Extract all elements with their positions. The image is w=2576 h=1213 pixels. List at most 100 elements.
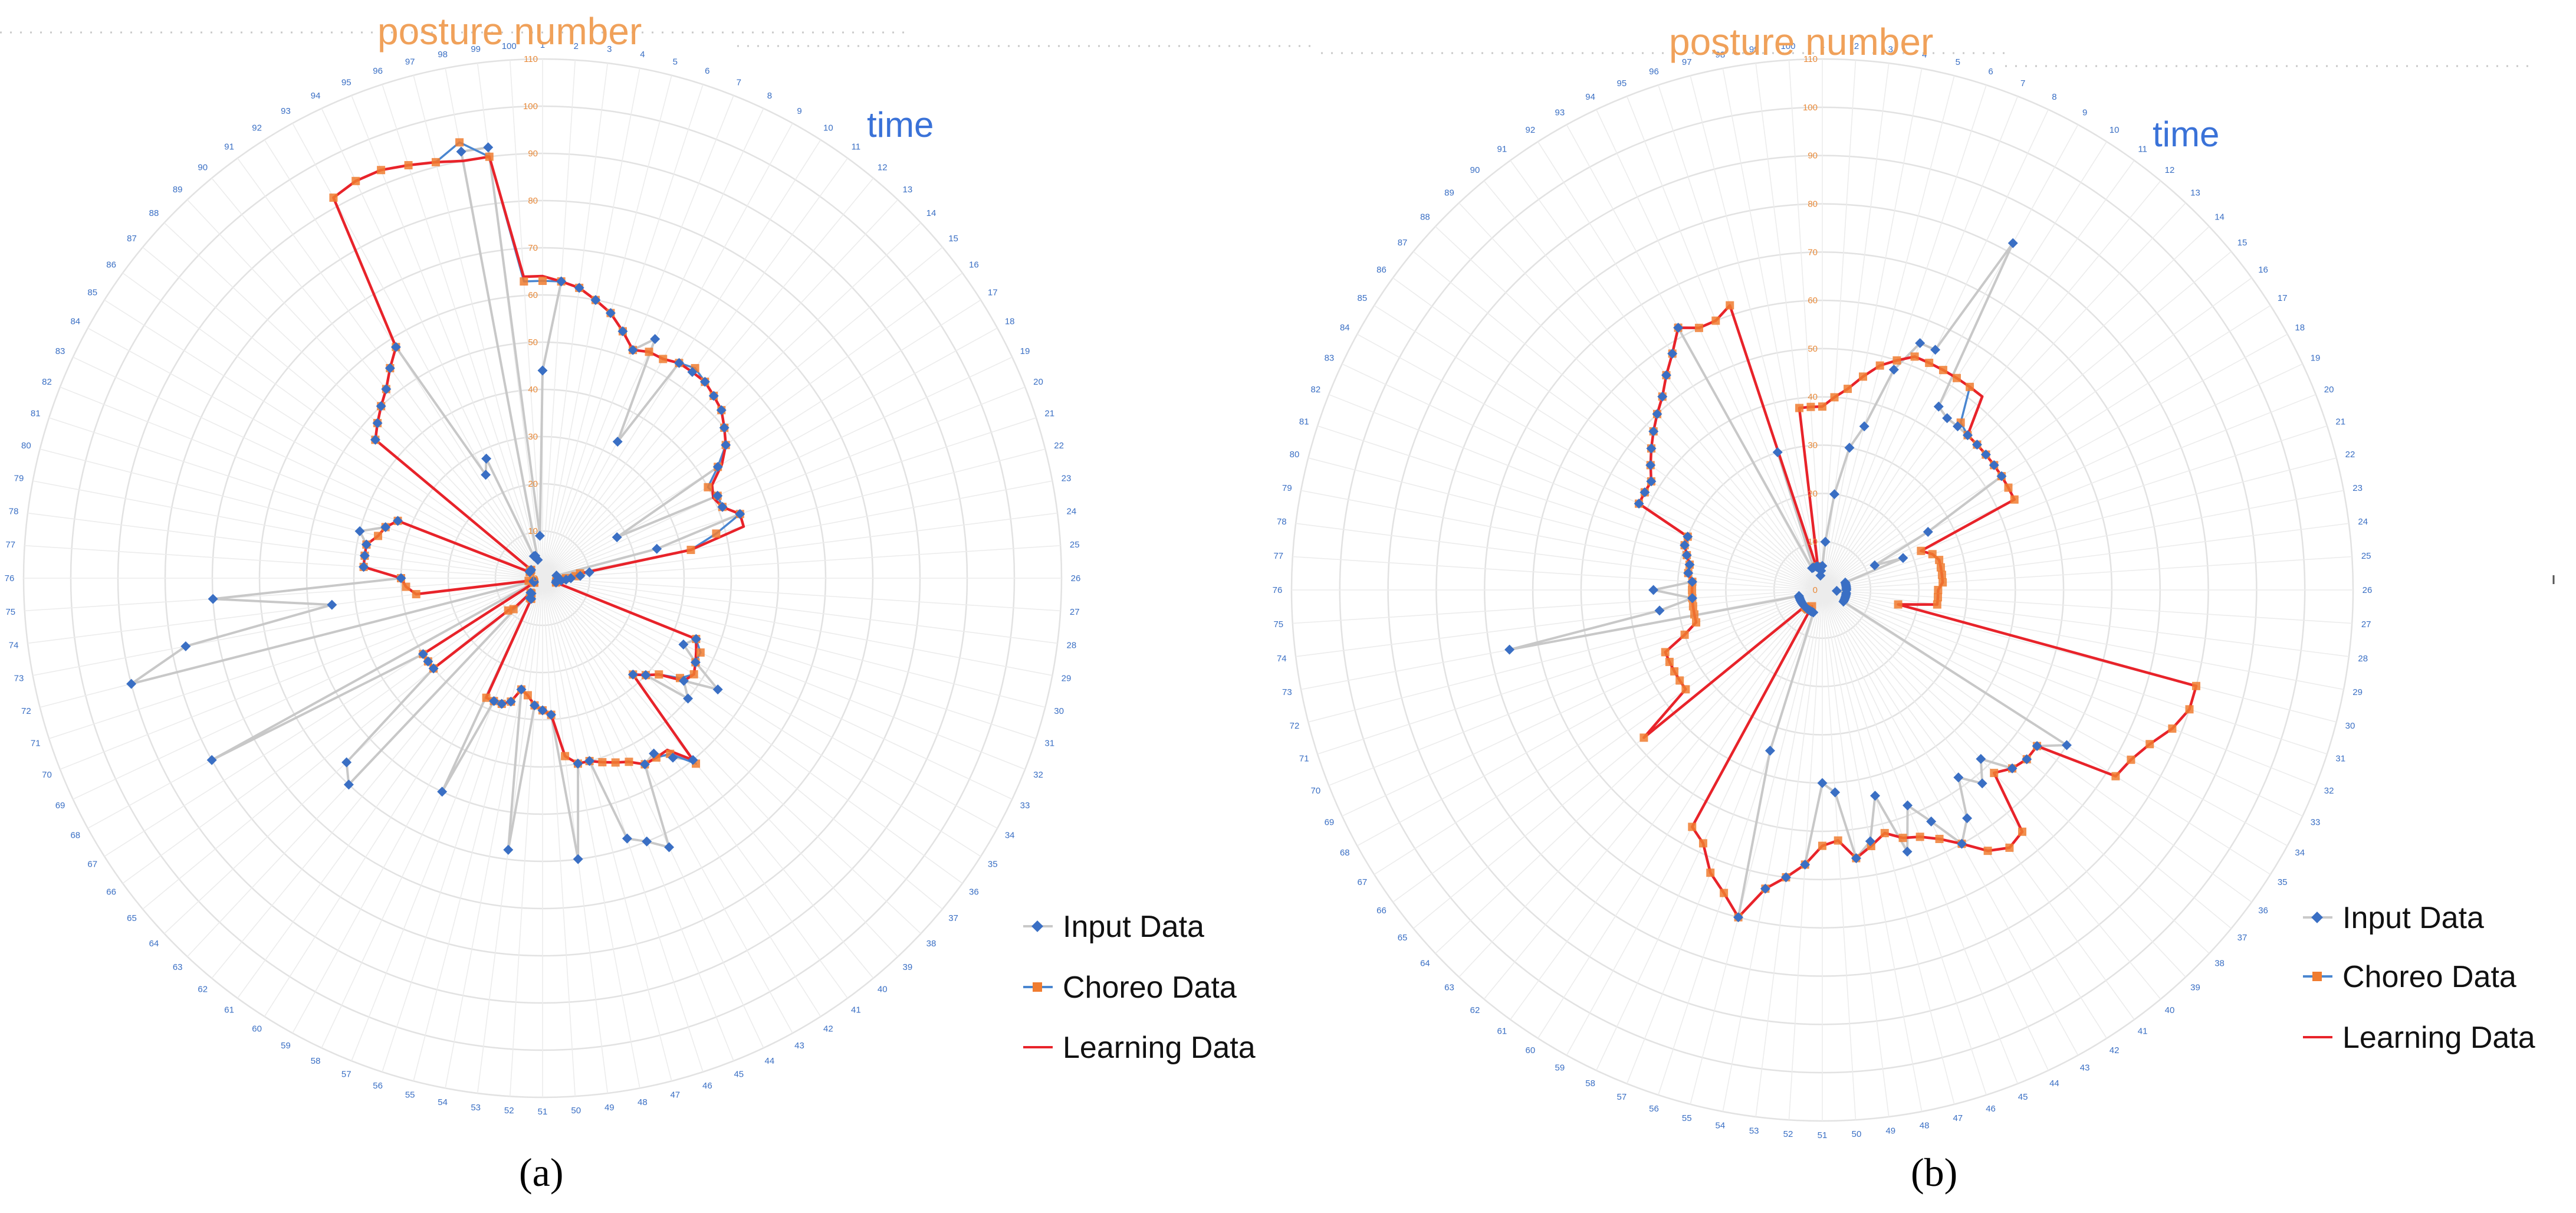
input-point: [1996, 471, 2007, 481]
input-point: [650, 334, 661, 345]
grid-spoke: [542, 578, 704, 1073]
angular-axis-title-b: time: [2153, 114, 2219, 154]
input-point: [687, 367, 698, 378]
angular-tick-label: 89: [173, 185, 183, 195]
angular-tick-label: 58: [311, 1056, 321, 1066]
angular-tick-label: 8: [767, 91, 772, 101]
angular-tick-label: 72: [1290, 721, 1300, 731]
angular-tick-label: 40: [878, 985, 888, 995]
grid-spoke: [1510, 589, 1823, 1020]
input-point: [1817, 778, 1828, 788]
angular-tick-label: 11: [852, 142, 861, 152]
angular-tick-label: 27: [1070, 607, 1080, 617]
grid-spoke: [1822, 589, 2161, 999]
choreo-point: [2005, 843, 2014, 852]
radial-tick-label: 10: [528, 526, 538, 536]
angular-tick-label: 77: [1273, 551, 1283, 561]
input-point: [735, 509, 745, 519]
choreo-point: [1681, 685, 1690, 694]
grid-spoke: [1690, 76, 1823, 591]
angular-tick-label: 71: [31, 738, 41, 748]
grid-spoke: [1822, 251, 2232, 591]
choreo-point: [1690, 610, 1699, 619]
input-point: [556, 276, 567, 287]
input-point: [354, 526, 365, 536]
input-point: [627, 669, 638, 680]
angular-tick-label: 14: [926, 208, 937, 218]
angular-tick-label: 81: [31, 409, 41, 419]
angular-tick-label: 67: [1357, 877, 1367, 887]
grid-spoke: [1822, 589, 1857, 1120]
angular-tick-label: 59: [281, 1041, 291, 1051]
input-point: [534, 530, 545, 541]
choreo-point: [696, 648, 705, 657]
angular-tick-label: 46: [1986, 1104, 1996, 1114]
grid-spoke: [1356, 589, 1823, 847]
choreo-point: [689, 670, 698, 678]
grid-spoke: [87, 327, 543, 579]
angular-tick-label: 82: [42, 377, 52, 387]
radial-tick-label: 30: [528, 432, 538, 442]
angular-tick-label: 36: [969, 887, 979, 897]
angular-tick-label: 11: [2138, 144, 2147, 154]
choreo-point: [1928, 550, 1937, 559]
angular-tick-label: 23: [2352, 483, 2363, 493]
choreo-point: [1665, 657, 1674, 666]
grid-spoke: [1483, 589, 1823, 999]
grid-spoke: [1822, 84, 1987, 591]
angular-tick-label: 25: [1070, 540, 1080, 550]
radial-tick-label: 0: [1813, 585, 1818, 595]
choreo-point: [611, 758, 620, 767]
grid-spoke: [1374, 305, 1823, 591]
legend-label-learning-a: Learning Data: [1063, 1031, 1256, 1065]
choreo-point: [1990, 769, 1999, 778]
angular-tick-label: 89: [1444, 188, 1454, 198]
grid-spoke: [1822, 124, 2079, 591]
grid-spoke: [1626, 589, 1823, 1084]
grid-spoke: [413, 578, 543, 1081]
choreo-point: [2111, 772, 2120, 781]
input-point: [551, 577, 561, 588]
grid-spoke: [542, 578, 898, 958]
angular-tick-label: 16: [969, 260, 979, 270]
grid-spoke: [542, 63, 609, 579]
angular-tick-label: 13: [902, 185, 912, 195]
input-point: [1673, 323, 1684, 333]
angular-tick-label: 16: [2258, 265, 2268, 275]
grid-spoke: [1722, 68, 1823, 591]
angular-tick-label: 28: [2358, 654, 2368, 664]
input-point: [1844, 442, 1855, 453]
input-point: [428, 663, 439, 674]
angular-tick-label: 2: [1854, 41, 1859, 51]
grid-spoke: [73, 578, 543, 800]
angular-tick-label: 56: [373, 1081, 383, 1091]
angular-tick-label: 53: [471, 1103, 481, 1113]
angular-tick-label: 33: [1020, 801, 1030, 811]
input-point: [1765, 745, 1775, 756]
grid-spoke: [542, 480, 1053, 579]
grid-spoke: [1822, 141, 2107, 591]
angular-tick-label: 81: [1299, 417, 1309, 427]
angular-tick-label: 6: [1988, 67, 1993, 77]
angular-tick-label: 48: [638, 1097, 648, 1107]
radial-tick-label: 40: [528, 385, 538, 395]
input-point: [2032, 740, 2042, 751]
grid-spoke: [24, 545, 543, 579]
grid-spoke: [1328, 394, 1823, 591]
grid-spoke: [542, 247, 943, 579]
angular-tick-label: 54: [1716, 1121, 1726, 1131]
input-point: [573, 854, 583, 864]
radial-tick-label: 40: [1808, 392, 1818, 402]
grid-spoke: [1822, 202, 2186, 591]
choreo-point: [1834, 836, 1842, 845]
input-point: [456, 146, 466, 157]
input-point: [528, 576, 539, 586]
angular-tick-label: 97: [405, 57, 415, 67]
choreo-point: [1675, 676, 1684, 685]
radar-ticks-a: 1 2 34567891011121314151617181920212223242…: [5, 40, 1081, 1117]
grid-spoke: [1822, 76, 1955, 591]
angular-tick-label: 22: [1054, 441, 1064, 451]
choreo-point: [1880, 829, 1889, 838]
input-point: [574, 283, 584, 293]
radial-tick-label: 60: [1808, 296, 1818, 306]
